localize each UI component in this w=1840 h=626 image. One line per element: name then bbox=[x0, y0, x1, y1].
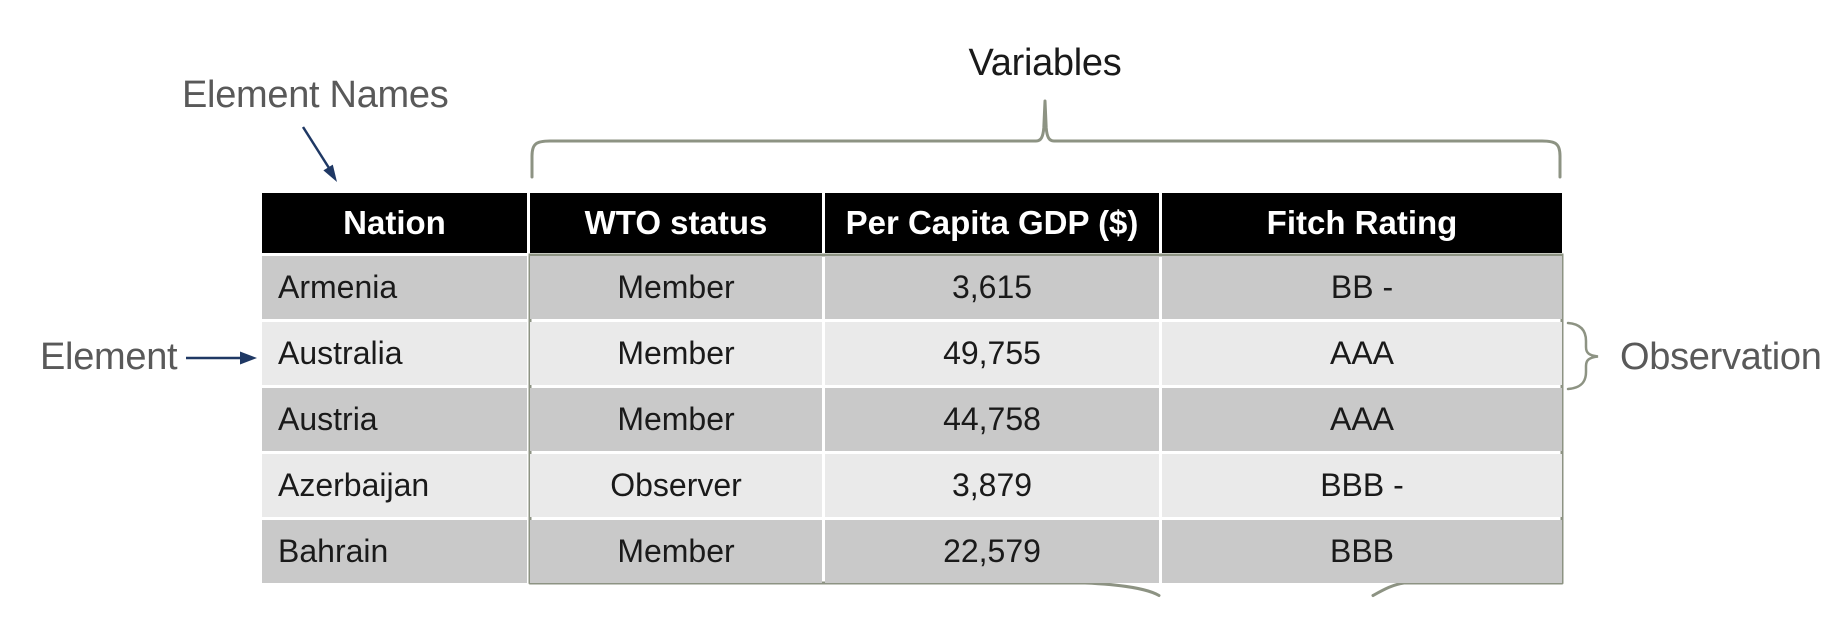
column-header-2: Per Capita GDP ($) bbox=[825, 193, 1159, 253]
element-label: Element bbox=[40, 336, 178, 378]
table-cell: 22,579 bbox=[825, 520, 1159, 583]
table-cell: Bahrain bbox=[262, 520, 527, 583]
variables-brace bbox=[530, 99, 1562, 179]
table-cell: Austria bbox=[262, 388, 527, 451]
element-names-arrow-line bbox=[301, 126, 331, 169]
table-row: Armenia Member 3,615 BB - bbox=[262, 256, 1562, 319]
observation-label: Observation bbox=[1620, 336, 1822, 378]
variables-label: Variables bbox=[968, 42, 1122, 84]
table-cell: Australia bbox=[262, 322, 527, 385]
outline-bottom-right-segment bbox=[1371, 581, 1564, 597]
table-row: Azerbaijan Observer 3,879 BBB - bbox=[262, 454, 1562, 517]
table-cell: Member bbox=[530, 256, 822, 319]
table-body: Armenia Member 3,615 BB - Australia Member 49,… bbox=[262, 256, 1562, 583]
table-cell: BBB - bbox=[1162, 454, 1562, 517]
table-row: Bahrain Member 22,579 BBB bbox=[262, 520, 1562, 583]
table-cell: Azerbaijan bbox=[262, 454, 527, 517]
table-cell: AAA bbox=[1162, 322, 1562, 385]
table-cell: BBB bbox=[1162, 520, 1562, 583]
element-names-arrow-head bbox=[323, 164, 337, 182]
table-row: Austria Member 44,758 AAA bbox=[262, 388, 1562, 451]
table-cell: AAA bbox=[1162, 388, 1562, 451]
column-header-0: Nation bbox=[262, 193, 527, 253]
element-names-label: Element Names bbox=[182, 74, 449, 116]
table-cell: Armenia bbox=[262, 256, 527, 319]
observation-brace bbox=[1566, 321, 1599, 391]
table-cell: Member bbox=[530, 520, 822, 583]
table-cell: 44,758 bbox=[825, 388, 1159, 451]
table-cell: Observer bbox=[530, 454, 822, 517]
table-cell: Member bbox=[530, 322, 822, 385]
element-arrow-head bbox=[240, 351, 257, 365]
table-header-row: Nation WTO status Per Capita GDP ($) Fitch … bbox=[262, 193, 1562, 253]
outline-bottom-left-segment bbox=[528, 581, 1161, 597]
column-header-1: WTO status bbox=[530, 193, 822, 253]
data-table: Nation WTO status Per Capita GDP ($) Fitch … bbox=[262, 193, 1562, 586]
table-cell: Member bbox=[530, 388, 822, 451]
table-row: Australia Member 49,755 AAA bbox=[262, 322, 1562, 385]
table-cell: 3,615 bbox=[825, 256, 1159, 319]
table-cell: 49,755 bbox=[825, 322, 1159, 385]
table-cell: BB - bbox=[1162, 256, 1562, 319]
table-cell: 3,879 bbox=[825, 454, 1159, 517]
column-header-3: Fitch Rating bbox=[1162, 193, 1562, 253]
